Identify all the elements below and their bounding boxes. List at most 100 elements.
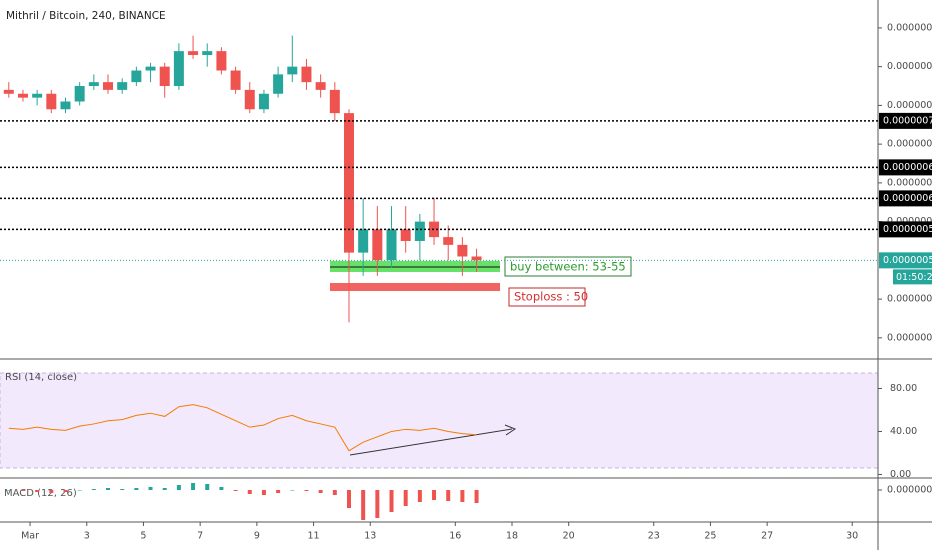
candle-body (46, 93, 57, 110)
macd-bar (162, 488, 167, 490)
candle-body (216, 51, 227, 71)
rsi-title: RSI (14, close) (5, 372, 77, 383)
candle-body (60, 101, 71, 110)
candle-body (414, 221, 425, 241)
macd-bar (148, 487, 153, 490)
price-label-box (879, 221, 932, 238)
x-tick-label: 9 (254, 531, 260, 542)
x-tick-label: 23 (648, 531, 660, 542)
macd-bar (134, 488, 139, 490)
x-tick-label: 27 (761, 531, 773, 542)
candle-body (3, 89, 14, 94)
price-label-box (879, 159, 932, 176)
annotation: buy between: 53-55 (510, 260, 626, 274)
candle-body (131, 70, 142, 83)
candle-body (103, 82, 114, 90)
candle-body (287, 66, 298, 75)
candle-body (457, 244, 468, 257)
candle-body (188, 51, 199, 56)
macd-bar (403, 490, 408, 506)
macd-bar (233, 490, 238, 491)
x-tick-label: 5 (140, 531, 146, 542)
candle-body (329, 89, 340, 114)
macd-bar (304, 490, 309, 491)
macd-bar (432, 490, 437, 500)
annotation-box (504, 256, 632, 277)
macd-bar (474, 490, 479, 503)
candle-body (443, 237, 454, 245)
macd-bar (389, 490, 394, 512)
macd-bar (91, 489, 96, 490)
candle-body (429, 221, 440, 238)
x-tick-label: 7 (197, 531, 203, 542)
candle-body (343, 113, 354, 253)
x-tick-label: 25 (704, 531, 716, 542)
macd-bar (77, 490, 82, 491)
candle-body (301, 66, 312, 83)
candle-body (88, 82, 99, 87)
y-tick-label: 0.00000085 (887, 22, 932, 33)
trend-line (349, 428, 513, 456)
y-tick-label: 40.00 (890, 426, 917, 437)
y-tick-label: 0.00000080 (887, 61, 932, 72)
macd-bar (205, 484, 210, 490)
candle-body (173, 51, 184, 87)
y-tick-label: 0.00000000 (887, 485, 932, 496)
candle-body (202, 51, 213, 56)
macd-bar (247, 490, 252, 494)
last-price-label: 0.00000055 (883, 255, 932, 266)
candle-body (159, 66, 170, 87)
y-tick-label: 0.00 (890, 469, 911, 480)
macd-bar (120, 489, 125, 490)
price-label-box (879, 112, 932, 129)
x-tick-label: 3 (84, 531, 90, 542)
x-tick-label: 18 (506, 531, 518, 542)
last-price-box (879, 252, 932, 269)
macd-bar (6, 490, 11, 491)
candle-body (244, 89, 255, 110)
macd-bar (417, 490, 422, 502)
macd-bar (446, 490, 451, 501)
macd-bar (261, 490, 266, 495)
x-tick-label: 20 (563, 531, 575, 542)
macd-bar (332, 490, 337, 495)
macd-bar (219, 487, 224, 490)
rsi-band (0, 372, 879, 469)
candle-body (145, 66, 156, 71)
macd-bar (49, 490, 54, 493)
candle-body (386, 229, 397, 261)
countdown: 01:50:24 (896, 272, 932, 283)
countdown-box (893, 269, 932, 285)
candle-body (32, 93, 43, 98)
candle-body (400, 229, 411, 241)
candle-body (74, 86, 85, 102)
macd-bar (318, 490, 323, 493)
trend-arrow (504, 424, 517, 436)
candle-body (273, 74, 284, 94)
chart-title: Mithril / Bitcoin, 240, BINANCE (6, 10, 166, 22)
macd-bar (375, 490, 380, 518)
candle-body (372, 229, 383, 261)
y-tick-label: 0.00000075 (887, 100, 932, 111)
x-tick-label: Mar (21, 531, 39, 542)
price-label-box (879, 190, 932, 207)
price-label: 0.00000059 (883, 224, 932, 235)
macd-title: MACD (12, 26) (4, 488, 77, 499)
candle-body (117, 82, 128, 90)
stoploss-zone (330, 283, 500, 291)
macd-bar (106, 488, 111, 490)
macd-bar (361, 490, 366, 520)
candle-body (17, 93, 28, 98)
macd-bar (276, 490, 281, 493)
price-label: 0.00000063 (883, 193, 932, 204)
macd-bar (35, 490, 40, 492)
x-tick-label: 11 (308, 531, 320, 542)
y-tick-label: 80.00 (890, 383, 917, 394)
y-tick-label: 0.00000065 (887, 177, 932, 188)
macd-bar (460, 490, 465, 502)
price-label: 0.00000073 (883, 115, 932, 126)
x-tick-label: 30 (846, 531, 858, 542)
macd-bar (63, 490, 68, 492)
